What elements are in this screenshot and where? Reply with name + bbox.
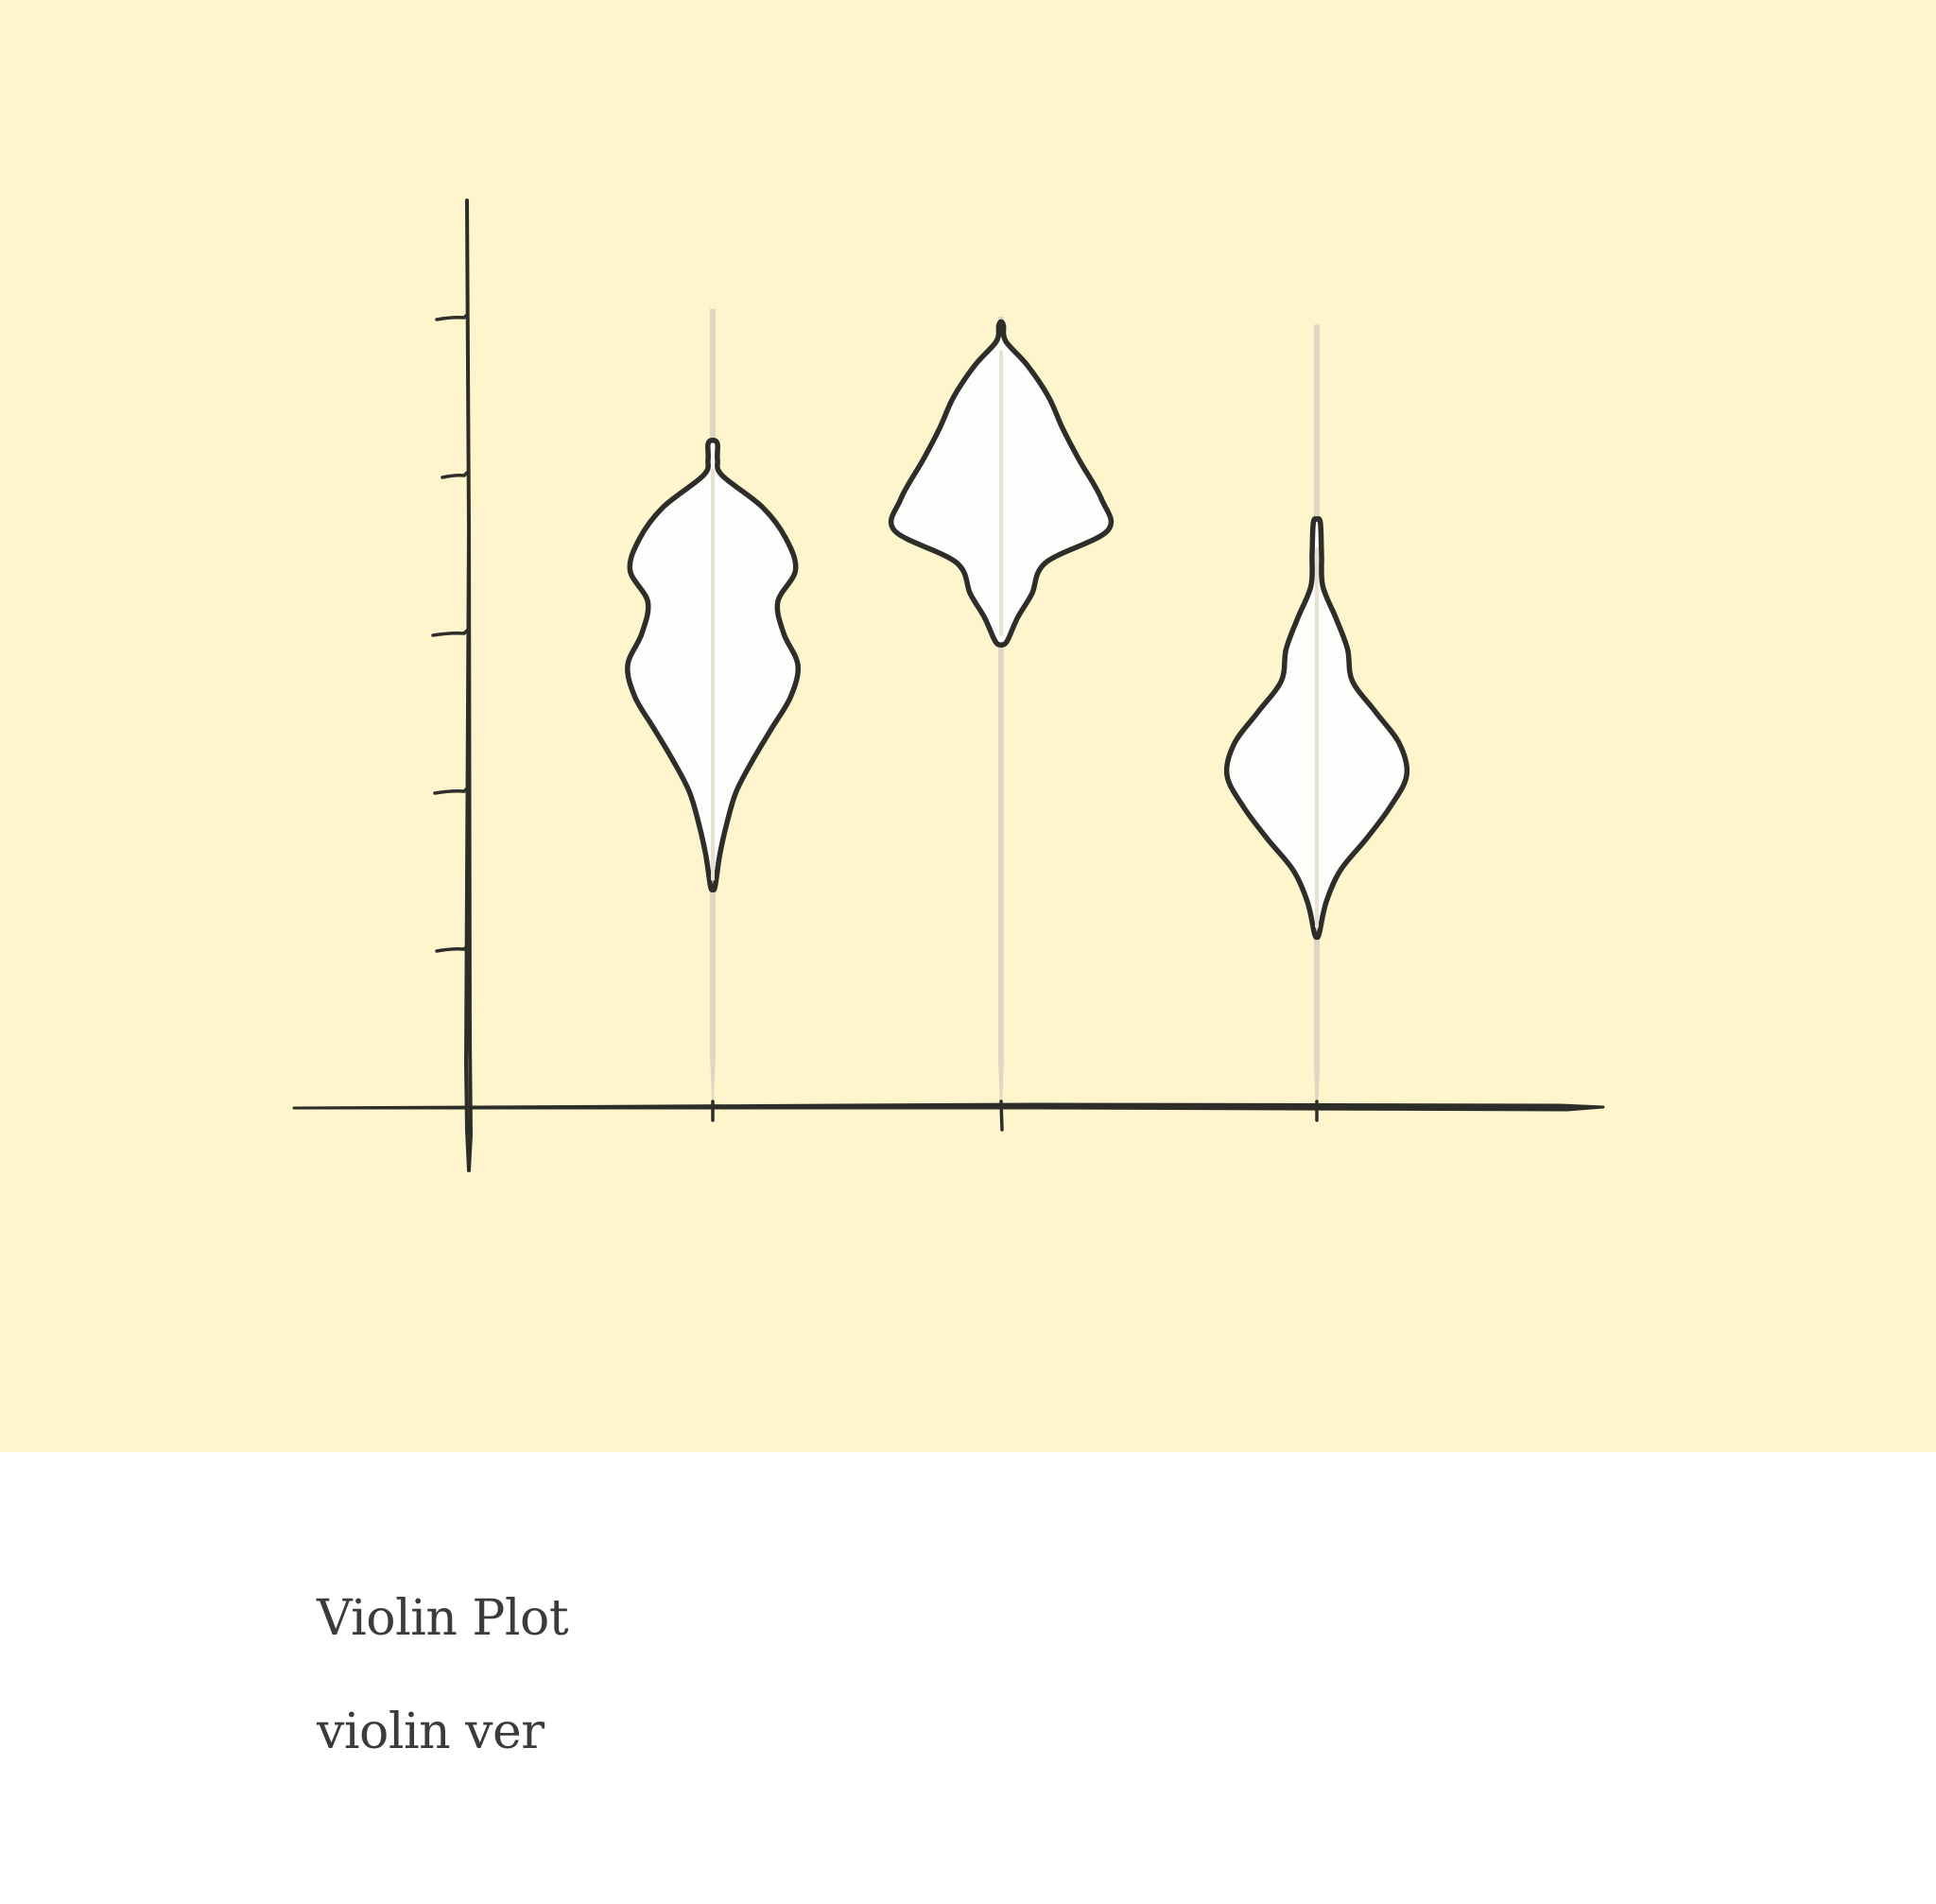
chart-title: Violin Plot (317, 1590, 569, 1647)
x-tick (999, 1099, 1004, 1132)
x-ticks (711, 1099, 1319, 1132)
y-ticks (431, 313, 469, 953)
violin-chart (292, 199, 1605, 1172)
violin (1223, 515, 1410, 941)
y-tick (435, 313, 469, 321)
axes (292, 199, 1605, 1172)
y-tick (431, 629, 469, 637)
plot-area (0, 0, 1936, 1452)
y-tick (441, 471, 469, 479)
violin (888, 319, 1115, 649)
y-tick (433, 787, 469, 795)
y-axis-line (464, 199, 473, 1172)
violins (625, 319, 1410, 941)
y-tick (435, 944, 469, 953)
x-axis-line (292, 1102, 1605, 1112)
violin (625, 437, 801, 893)
chart-subtitle: violin ver (317, 1704, 544, 1760)
caption: Violin Plot violin ver (317, 1588, 1640, 1762)
